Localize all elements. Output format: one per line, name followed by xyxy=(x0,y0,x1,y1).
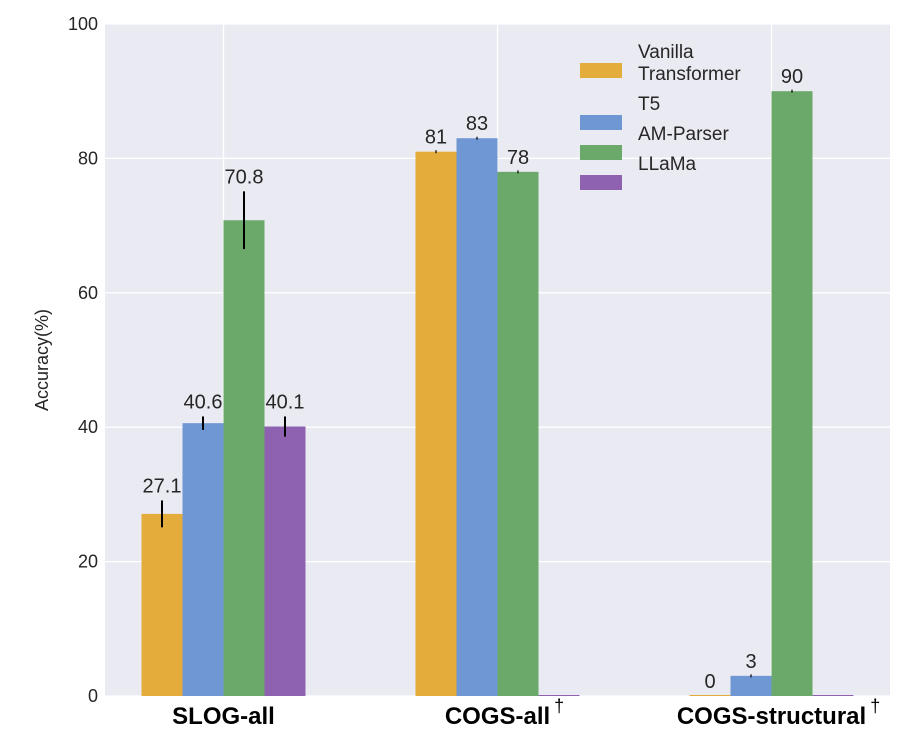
data-label: 40.6 xyxy=(184,391,223,413)
bar xyxy=(497,171,539,697)
bar xyxy=(456,138,498,697)
bars xyxy=(141,89,854,697)
y-tick-label: 60 xyxy=(78,283,98,303)
data-label: 0 xyxy=(704,671,715,693)
y-axis-ticks: 0 20 40 60 80 100 xyxy=(68,14,98,706)
legend-swatch xyxy=(580,115,622,130)
data-label: 81 xyxy=(425,127,447,149)
legend-label: T5 xyxy=(638,94,660,115)
bar xyxy=(264,426,306,696)
legend-label: LLaMa xyxy=(638,154,697,175)
x-category-label: SLOG-all xyxy=(172,703,275,730)
y-tick-label: 80 xyxy=(78,148,98,168)
y-tick-label: 40 xyxy=(78,417,98,437)
y-tick-label: 0 xyxy=(88,686,98,706)
bar xyxy=(730,675,772,696)
data-label: 90 xyxy=(781,66,803,88)
y-tick-label: 20 xyxy=(78,552,98,572)
legend-label: Transformer xyxy=(638,64,741,85)
y-tick-label: 100 xyxy=(68,14,98,34)
x-category-label: COGS-structural xyxy=(677,703,866,730)
data-label: 83 xyxy=(466,113,488,135)
bar xyxy=(415,151,457,696)
bar xyxy=(812,695,854,696)
data-label: 27.1 xyxy=(143,475,182,497)
x-category-label: COGS-all xyxy=(445,703,550,730)
legend-label: AM-Parser xyxy=(638,124,729,145)
bar xyxy=(141,513,183,696)
bar xyxy=(771,91,813,696)
bar xyxy=(689,695,731,696)
legend-swatch xyxy=(580,145,622,160)
data-label: 70.8 xyxy=(225,166,264,188)
x-axis-categories: SLOG-all COGS-all † COGS-structural † xyxy=(172,696,880,730)
y-axis-label: Accuracy(%) xyxy=(32,309,52,411)
data-label: 40.1 xyxy=(266,391,305,413)
data-label: 3 xyxy=(745,651,756,673)
legend-label: Vanilla xyxy=(638,42,694,63)
footnote-dagger: † xyxy=(554,696,564,716)
data-label: 78 xyxy=(507,147,529,169)
bar xyxy=(223,220,265,696)
bar xyxy=(182,423,224,696)
footnote-dagger: † xyxy=(870,696,880,716)
legend-swatch xyxy=(580,63,622,78)
legend-swatch xyxy=(580,175,622,190)
bar xyxy=(538,695,580,696)
value-labels: 27.1 81 0 40.6 83 3 70.8 78 90 40.1 xyxy=(143,66,804,693)
